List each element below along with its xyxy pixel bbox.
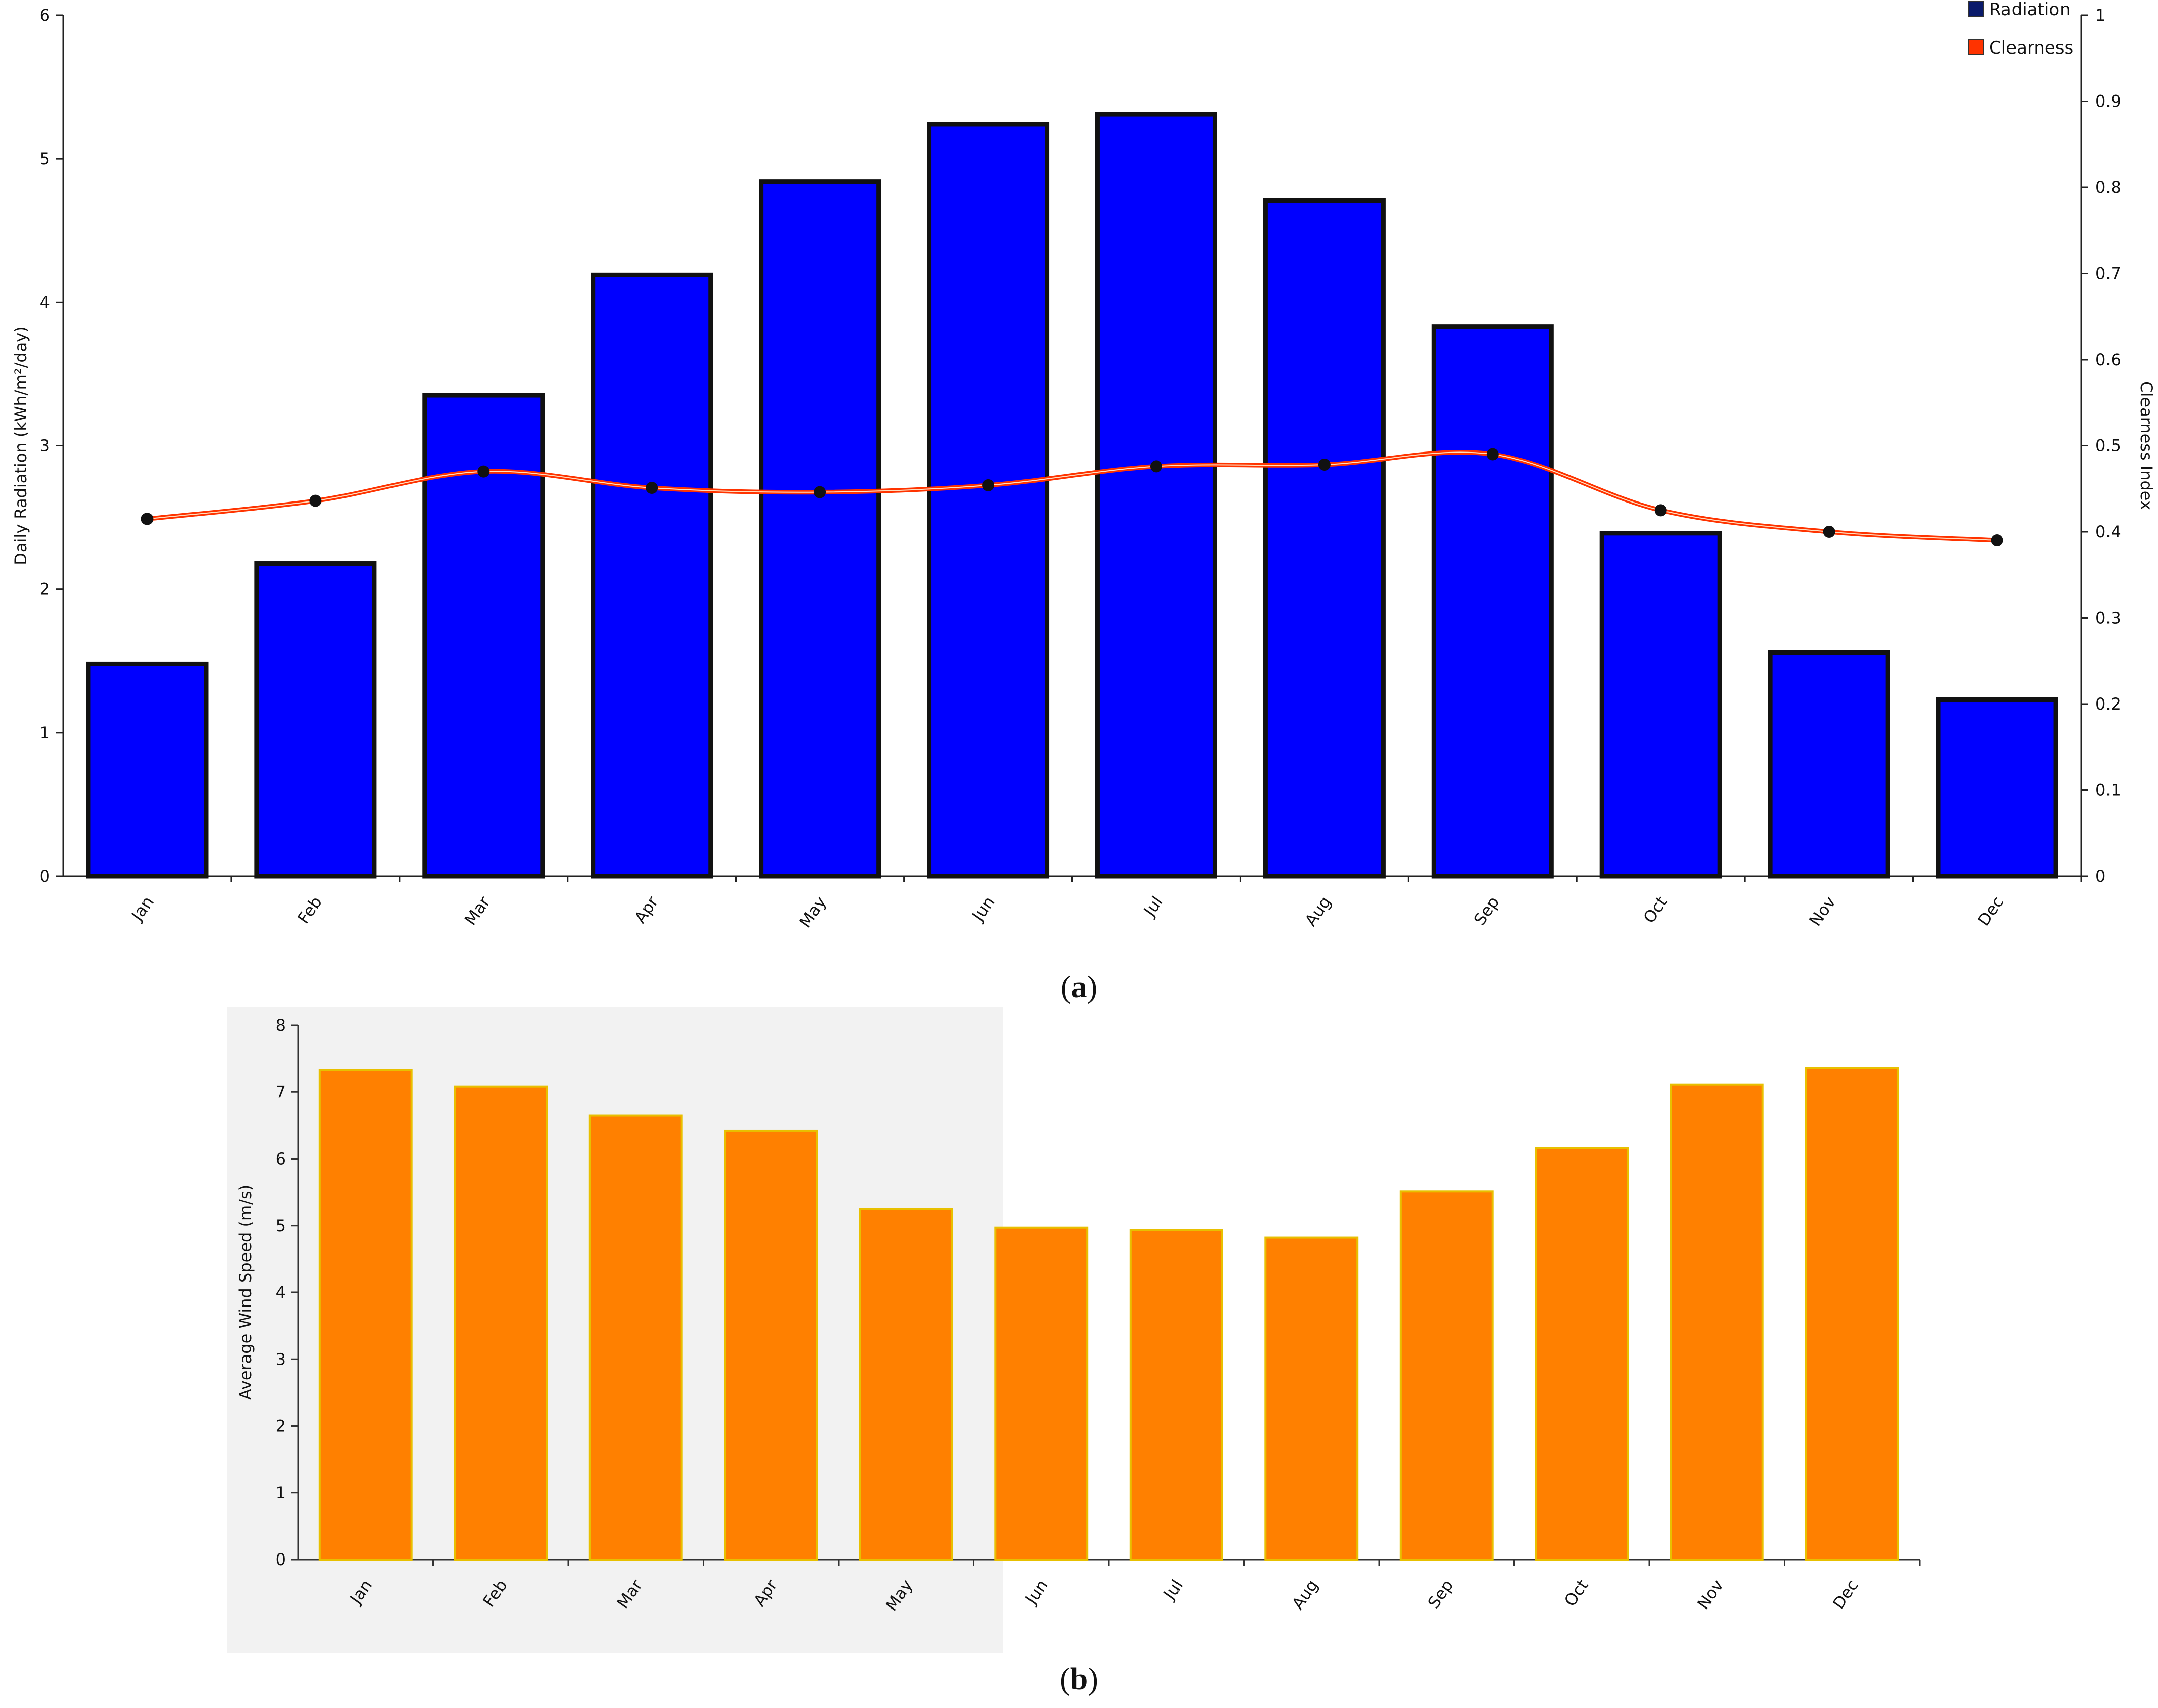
y-tick-label: 2 <box>40 580 50 599</box>
bar-radiation-sep <box>1431 324 1554 879</box>
y2-tick-label: 0.9 <box>2095 92 2121 111</box>
svg-text:(b): (b) <box>1060 1662 1098 1696</box>
bar-radiation-dec <box>1936 697 2058 879</box>
x-tick-label-jun: Jun <box>1021 1576 1052 1609</box>
bar-wind-speed-jan <box>318 1069 413 1561</box>
legend-swatch-radiation <box>1968 1 1984 17</box>
y-axis-label: Daily Radiation (kWh/m²/day) <box>11 326 30 565</box>
y2-tick-label: 1 <box>2095 6 2105 25</box>
x-tick-label-mar: Mar <box>461 892 494 929</box>
point-clearness-mar <box>477 465 490 478</box>
point-clearness-nov <box>1823 526 1835 538</box>
bar-radiation-jan <box>86 661 209 879</box>
x-tick-label-sep: Sep <box>1424 1576 1457 1612</box>
x-tick-label-nov: Nov <box>1805 893 1839 930</box>
bar-wind-speed-apr <box>724 1129 818 1561</box>
y-tick-label: 1 <box>40 723 50 742</box>
x-tick-label-jul: Jul <box>1139 893 1166 921</box>
bar-radiation-jul <box>1095 112 1217 879</box>
x-tick-label-sep: Sep <box>1470 893 1503 929</box>
point-clearness-aug <box>1318 459 1331 471</box>
y-tick-label: 4 <box>40 292 50 312</box>
y2-tick-label: 0.8 <box>2095 178 2121 197</box>
legend-label-radiation: Radiation <box>1989 0 2071 20</box>
bar-radiation-nov <box>1768 650 1890 879</box>
point-clearness-may <box>814 486 826 498</box>
caption-a-letter: a <box>1071 970 1087 1004</box>
bar-radiation-feb <box>254 561 377 879</box>
point-clearness-jun <box>982 479 995 491</box>
y-tick-label: 4 <box>276 1283 286 1302</box>
y2-tick-label: 0.6 <box>2095 350 2121 369</box>
y2-axis-label: Clearness Index <box>2137 381 2156 510</box>
bar-radiation-apr <box>591 272 713 879</box>
bar-radiation-oct <box>1599 531 1722 879</box>
y-tick-label: 5 <box>40 149 50 168</box>
bar-wind-speed-jun <box>994 1226 1089 1561</box>
y2-tick-label: 0.2 <box>2095 694 2121 714</box>
bar-wind-speed-jul <box>1129 1229 1223 1561</box>
y2-tick-label: 0.4 <box>2095 522 2121 541</box>
y2-tick-label: 0.5 <box>2095 436 2121 456</box>
y2-tick-label: 0.1 <box>2095 781 2121 800</box>
caption-b: (b) <box>1060 1662 1098 1696</box>
y-tick-label: 0 <box>40 867 50 886</box>
bar-wind-speed-nov <box>1670 1083 1764 1561</box>
bar-wind-speed-dec <box>1805 1067 1899 1561</box>
bar-wind-speed-mar <box>588 1114 683 1561</box>
bar-wind-speed-may <box>859 1208 953 1561</box>
point-clearness-dec <box>1991 534 2003 547</box>
y-tick-label: 5 <box>276 1216 286 1235</box>
bar-radiation-jun <box>927 122 1050 879</box>
x-tick-label-jun: Jun <box>968 893 999 925</box>
y-tick-label: 3 <box>276 1349 286 1369</box>
x-tick-label-may: May <box>796 893 830 931</box>
x-tick-label-dec: Dec <box>1829 1576 1862 1613</box>
x-tick-label-jul: Jul <box>1159 1576 1187 1604</box>
y-tick-label: 7 <box>276 1082 286 1101</box>
x-tick-label-oct: Oct <box>1639 893 1671 927</box>
y-tick-label: 2 <box>276 1417 286 1436</box>
x-tick-label-jan: Jan <box>127 893 158 925</box>
bar-wind-speed-oct <box>1535 1147 1629 1561</box>
x-tick-label-nov: Nov <box>1693 1576 1727 1613</box>
x-tick-label-feb: Feb <box>293 893 326 927</box>
bar-radiation-aug <box>1263 198 1386 879</box>
x-tick-label-apr: Apr <box>630 892 662 927</box>
x-tick-label-aug: Aug <box>1288 1576 1322 1613</box>
y2-tick-label: 0.3 <box>2095 609 2121 628</box>
x-tick-label-aug: Aug <box>1301 893 1335 930</box>
svg-text:(a): (a) <box>1061 970 1097 1004</box>
y-tick-label: 3 <box>40 436 50 456</box>
y2-tick-label: 0.7 <box>2095 264 2121 283</box>
bar-wind-speed-aug <box>1264 1236 1359 1561</box>
line-clearness-highlight <box>147 451 1997 541</box>
y-tick-label: 6 <box>40 6 50 25</box>
y-tick-label: 0 <box>276 1550 286 1569</box>
caption-a: (a) <box>1061 970 1097 1004</box>
point-clearness-oct <box>1654 504 1667 517</box>
point-clearness-apr <box>646 482 658 494</box>
point-clearness-feb <box>309 494 322 507</box>
point-clearness-jan <box>141 513 154 525</box>
x-tick-label-oct: Oct <box>1560 1576 1592 1610</box>
chart-a-radiation-clearness: 0 1 2 3 4 5 6 0 0.1 0.2 0.3 0.4 0.5 0.6 0.7 0.8 0.9 1 Dail… <box>11 0 2156 931</box>
point-clearness-jul <box>1150 460 1162 473</box>
x-tick-label-dec: Dec <box>1974 893 2007 930</box>
point-clearness-sep <box>1486 448 1499 461</box>
y-axis-label: Average Wind Speed (m/s) <box>236 1185 255 1400</box>
legend-label-clearness: Clearness <box>1989 38 2073 58</box>
bar-radiation-may <box>759 179 881 879</box>
y-tick-label: 6 <box>276 1149 286 1169</box>
y2-tick-label: 0 <box>2095 867 2105 886</box>
caption-b-letter: b <box>1070 1662 1088 1696</box>
y-tick-label: 8 <box>276 1016 286 1035</box>
y-tick-label: 1 <box>276 1483 286 1502</box>
bar-wind-speed-feb <box>454 1085 548 1561</box>
bar-wind-speed-sep <box>1399 1190 1494 1561</box>
legend: Radiation Clearness <box>1968 0 2073 58</box>
legend-swatch-clearness <box>1968 39 1984 55</box>
